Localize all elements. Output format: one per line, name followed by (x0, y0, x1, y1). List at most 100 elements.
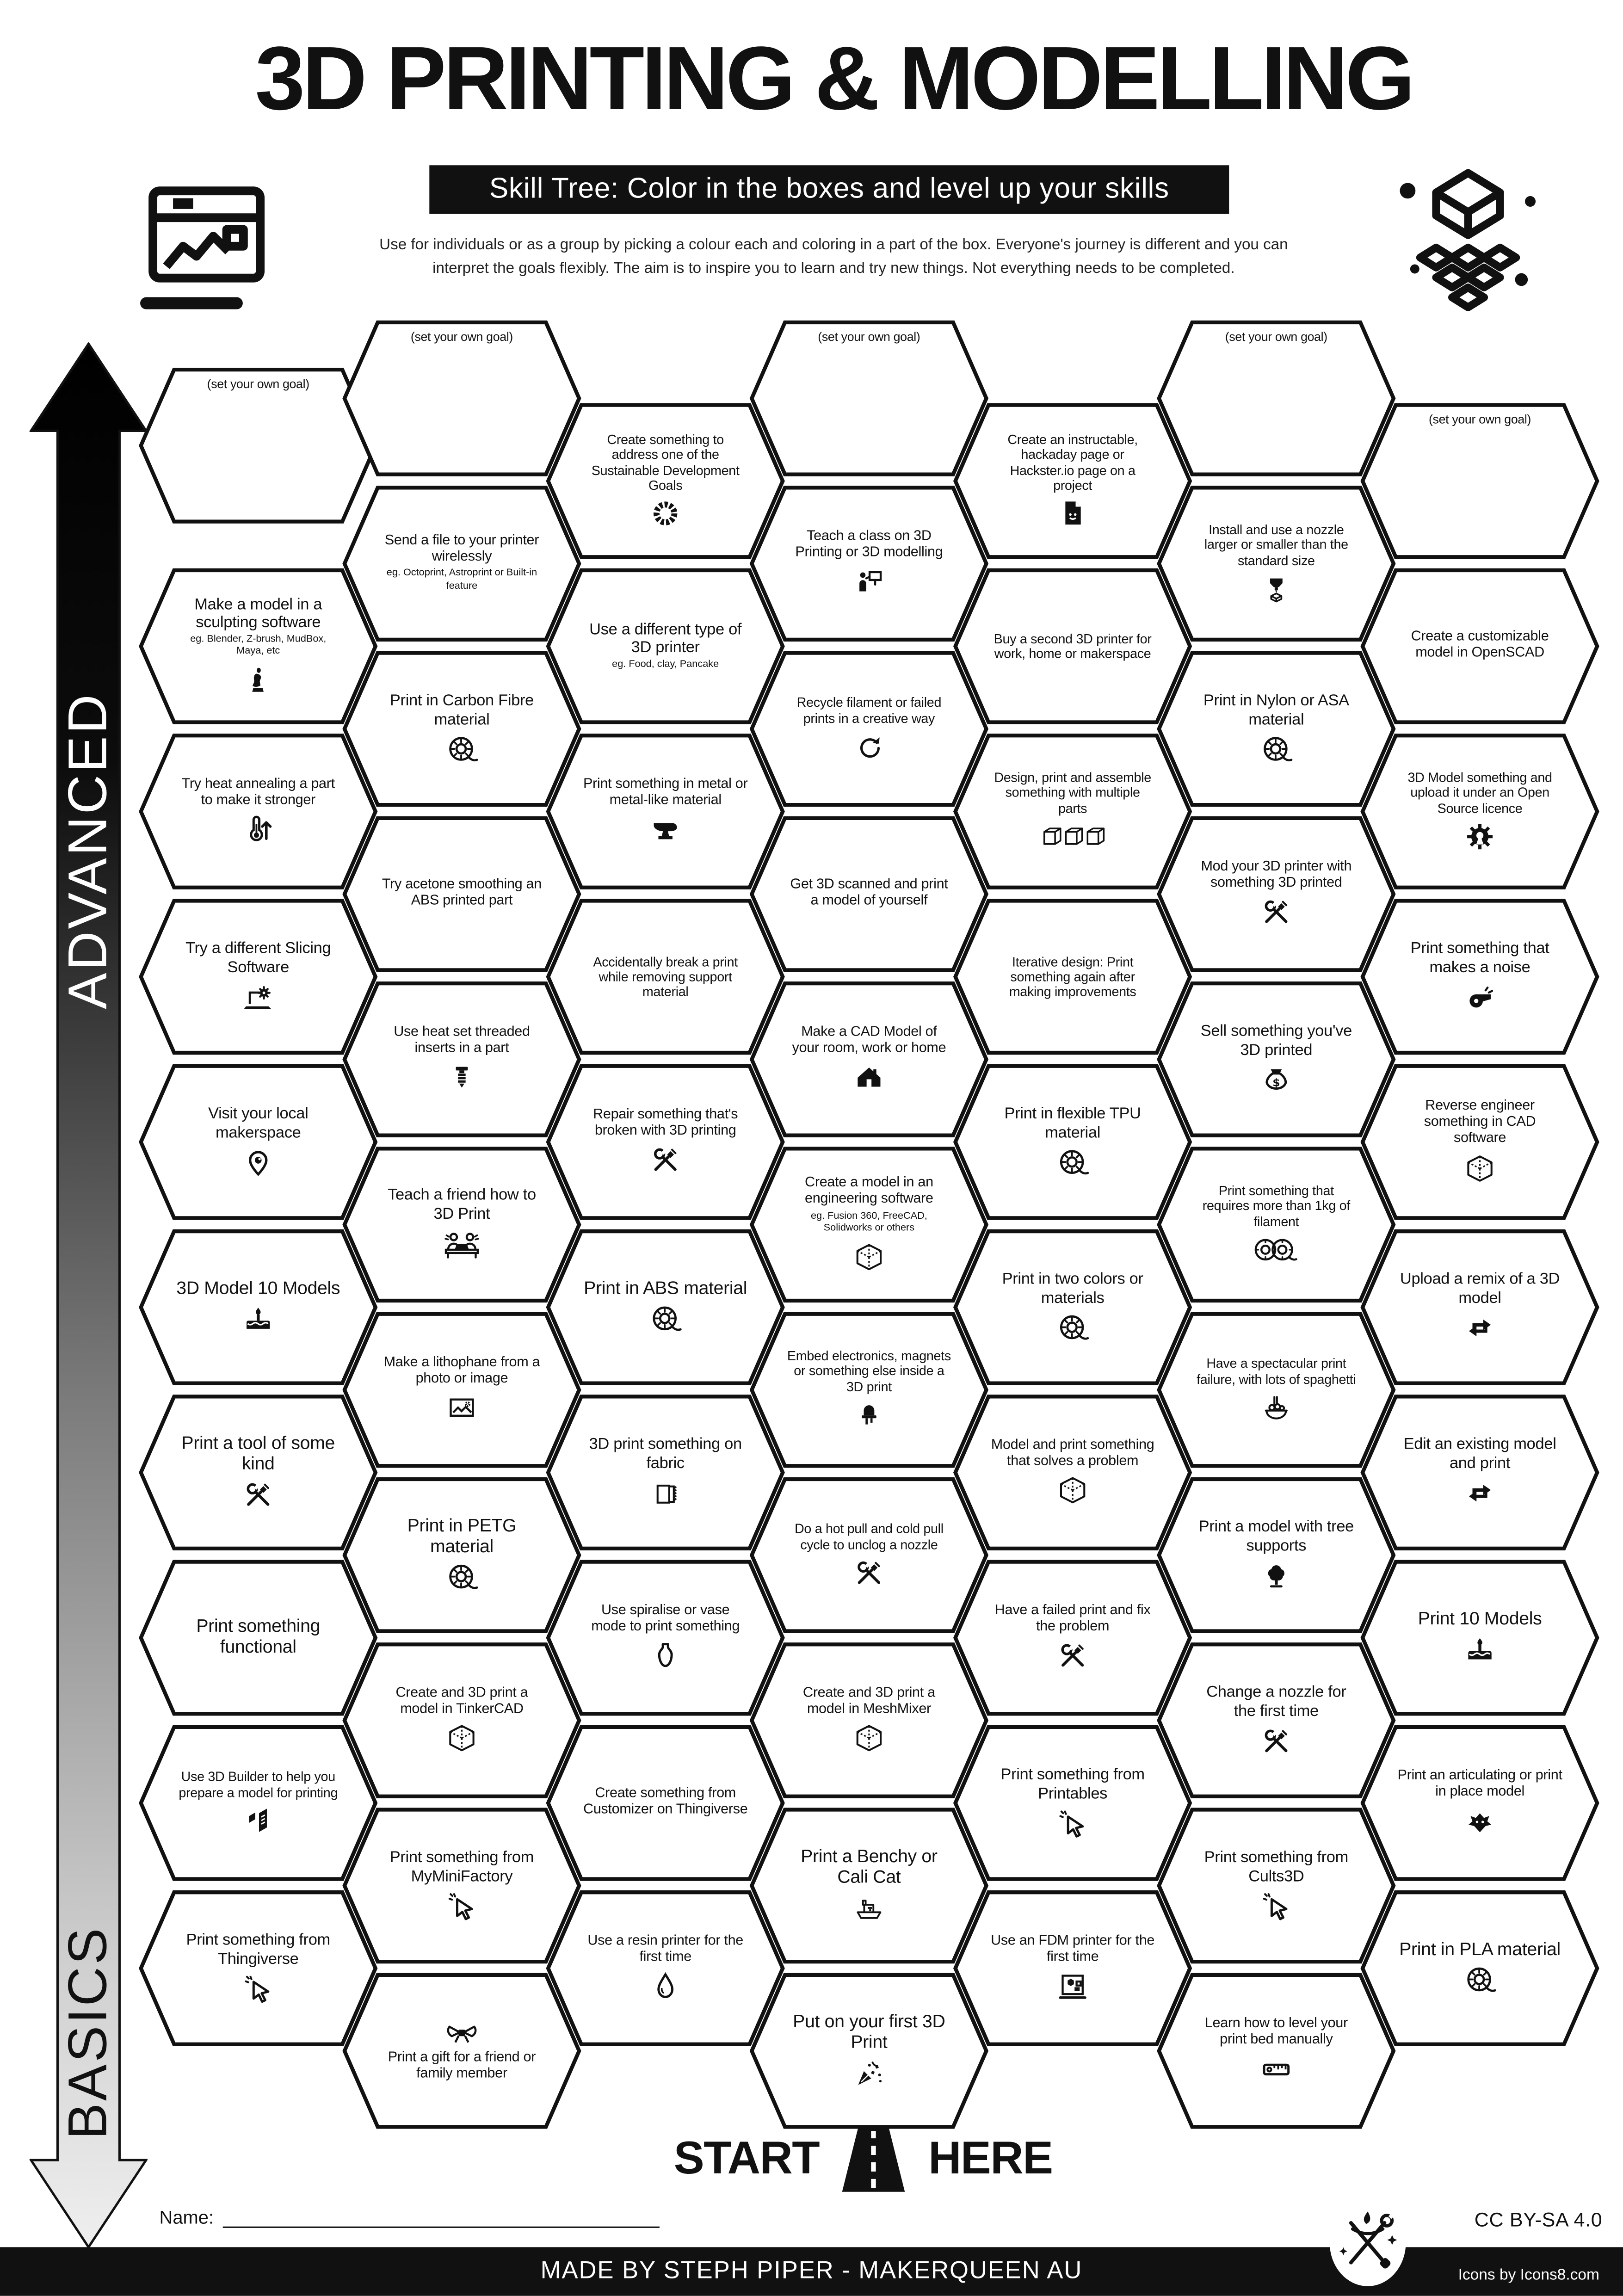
skill-hexagon[interactable]: Try a different Slicing Software (139, 899, 378, 1055)
hexagon-outline (342, 651, 581, 807)
remix-arrows-icon (1463, 1311, 1496, 1344)
skill-hexagon[interactable]: Print in ABS material (546, 1229, 785, 1385)
hexagon-outline (546, 734, 785, 889)
skill-hexagon[interactable]: Reverse engineer something in CAD softwa… (1360, 1064, 1599, 1220)
skill-hexagon[interactable]: Create a model in an engineering softwar… (749, 1147, 989, 1303)
hexagon-label: Print something from MyMiniFactory (389, 1849, 534, 1885)
skill-hexagon[interactable]: Get 3D scanned and print a model of your… (749, 816, 989, 972)
skill-hexagon[interactable]: Print in PETG material (342, 1477, 581, 1633)
skill-hexagon[interactable]: Make a CAD Model of your room, work or h… (749, 981, 989, 1137)
skill-hexagon[interactable]: Print in Carbon Fibre material (342, 651, 581, 807)
skill-hexagon[interactable]: Upload a remix of a 3D model (1360, 1229, 1599, 1385)
skill-hexagon[interactable]: Try heat annealing a part to make it str… (139, 733, 378, 889)
skill-hexagon[interactable]: Print something from Cults3D (1157, 1808, 1396, 1964)
skill-hexagon[interactable]: Iterative design: Print something again … (953, 899, 1192, 1055)
skill-hexagon[interactable]: Use a resin printer for the first time (546, 1890, 785, 2046)
skill-hexagon[interactable]: Print in flexible TPU material (953, 1064, 1192, 1220)
skill-hexagon[interactable]: Try acetone smoothing an ABS printed par… (342, 816, 581, 972)
hexagon-label: Have a spectacular print failure, with l… (1197, 1356, 1356, 1387)
skill-hexagon[interactable]: Learn how to level your print bed manual… (1157, 1973, 1396, 2129)
hexagon-label: Learn how to level your print bed manual… (1204, 2015, 1348, 2048)
page-title: 3D PRINTING & MODELLING (255, 28, 1415, 129)
skill-hexagon[interactable]: Use spiralise or vase mode to print some… (546, 1560, 785, 1716)
skill-hexagon[interactable]: Accidentally break a print while removin… (546, 899, 785, 1055)
skill-hexagon[interactable]: Do a hot pull and cold pull cycle to unc… (749, 1477, 989, 1633)
start-here: START HERE (590, 2122, 1136, 2196)
hexagon-outline (342, 1808, 581, 1964)
hexagon-label: Create a customizable model in OpenSCAD (1411, 629, 1549, 661)
skill-hexagon[interactable]: 3D Model something and upload it under a… (1360, 733, 1599, 889)
goal-hexagon[interactable]: (set your own goal) (1157, 320, 1396, 476)
hexagon-label: Teach a class on 3D Printing or 3D model… (795, 527, 943, 560)
skill-hexagon[interactable]: Model and print something that solves a … (953, 1395, 1192, 1551)
skill-hexagon[interactable]: Visit your local makerspace (139, 1064, 378, 1220)
skill-hexagon[interactable]: Create an instructable, hackaday page or… (953, 403, 1192, 559)
skill-hexagon[interactable]: Teach a class on 3D Printing or 3D model… (749, 486, 989, 642)
skill-hexagon[interactable]: Have a failed print and fix the problem (953, 1560, 1192, 1716)
skill-hexagon[interactable]: Print a model with tree supports (1157, 1477, 1396, 1633)
skill-hexagon[interactable]: Buy a second 3D printer for work, home o… (953, 568, 1192, 724)
skill-hexagon[interactable]: Print an articulating or print in place … (1360, 1725, 1599, 1881)
skill-hexagon[interactable]: Use 3D Builder to help you prepare a mod… (139, 1725, 378, 1881)
skill-hexagon[interactable]: Create something to address one of the S… (546, 403, 785, 559)
skill-hexagon[interactable]: Mod your 3D printer with something 3D pr… (1157, 816, 1396, 972)
goal-hexagon[interactable]: (set your own goal) (1360, 403, 1599, 559)
skill-hexagon[interactable]: 3D print something on fabric (546, 1395, 785, 1551)
skill-hexagon[interactable]: Print a tool of some kind (139, 1395, 378, 1551)
skill-hexagon[interactable]: Recycle filament or failed prints in a c… (749, 651, 989, 807)
skill-hexagon[interactable]: Print something functional (139, 1560, 378, 1716)
skill-hexagon[interactable]: Use heat set threaded inserts in a part (342, 981, 581, 1137)
goal-hexagon[interactable]: (set your own goal) (139, 367, 378, 524)
skill-hexagon[interactable]: Edit an existing model and print (1360, 1395, 1599, 1551)
skill-hexagon[interactable]: Change a nozzle for the first time (1157, 1642, 1396, 1798)
hexagon-outline (139, 1229, 378, 1385)
skill-hexagon[interactable]: Print a gift for a friend or family memb… (342, 1973, 581, 2129)
skill-hexagon[interactable]: Sell something you've 3D printed (1157, 981, 1396, 1137)
hexagon-label: Print an articulating or print in place … (1397, 1767, 1562, 1800)
hexagon-label: Make a lithophane from a photo or image (383, 1354, 540, 1387)
skill-hexagon[interactable]: Print something from Thingiverse (139, 1890, 378, 2046)
skill-hexagon[interactable]: Print something that requires more than … (1157, 1147, 1396, 1303)
skill-hexagon[interactable]: Print something from MyMiniFactory (342, 1808, 581, 1964)
skill-hexagon[interactable]: Print something from Printables (953, 1725, 1192, 1881)
teaching-pair-icon (440, 1227, 484, 1263)
skill-hexagon[interactable]: Print 10 Models (1360, 1560, 1599, 1716)
skill-hexagon[interactable]: Install and use a nozzle larger or small… (1157, 486, 1396, 642)
skill-hexagon[interactable]: Make a model in a sculpting software eg.… (139, 568, 378, 724)
hexagon-outline (139, 1890, 378, 2046)
skill-hexagon[interactable]: Print in Nylon or ASA material (1157, 651, 1396, 807)
sdg-wheel-icon (649, 497, 682, 529)
skill-hexagon[interactable]: Put on your first 3D Print (749, 1973, 989, 2129)
skill-hexagon[interactable]: Print a Benchy or Cali Cat (749, 1808, 989, 1964)
skill-hexagon[interactable]: Embed electronics, magnets or something … (749, 1312, 989, 1468)
skill-hexagon[interactable]: Use an FDM printer for the first time (953, 1890, 1192, 2046)
hexagon-label: Upload a remix of a 3D model (1400, 1271, 1560, 1307)
skill-hexagon[interactable]: Create something from Customizer on Thin… (546, 1725, 785, 1881)
goal-hexagon[interactable]: (set your own goal) (749, 320, 989, 476)
skill-hexagon[interactable]: Teach a friend how to 3D Print (342, 1147, 581, 1303)
skill-hexagon[interactable]: 3D Model 10 Models (139, 1229, 378, 1385)
skill-hexagon[interactable]: Design, print and assemble something wit… (953, 733, 1192, 889)
skill-hexagon[interactable]: Create a customizable model in OpenSCAD (1360, 568, 1599, 724)
hexagon-label: Use 3D Builder to help you prepare a mod… (179, 1769, 338, 1800)
hexagon-outline (1360, 1064, 1599, 1220)
skill-hexagon[interactable]: Use a different type of 3D printer eg. F… (546, 568, 785, 724)
hexagon-label: (set your own goal) (818, 329, 920, 344)
skill-hexagon[interactable]: Create and 3D print a model in MeshMixer (749, 1642, 989, 1798)
skill-hexagon[interactable]: Repair something that's broken with 3D p… (546, 1064, 785, 1220)
skill-hexagon[interactable]: Make a lithophane from a photo or image (342, 1312, 581, 1468)
hexagon-label: Print something from Cults3D (1204, 1849, 1349, 1885)
skill-hexagon[interactable]: Have a spectacular print failure, with l… (1157, 1312, 1396, 1468)
click-cursor-icon (1056, 1807, 1089, 1839)
skill-hexagon[interactable]: Print in PLA material (1360, 1890, 1599, 2046)
skill-hexagon[interactable]: Print in two colors or materials (953, 1229, 1192, 1385)
skill-hexagon[interactable]: Create and 3D print a model in TinkerCAD (342, 1642, 581, 1798)
skill-hexagon[interactable]: Print something that makes a noise (1360, 899, 1599, 1055)
hexagon-outline (139, 1064, 378, 1220)
hexagon-outline (1157, 486, 1396, 642)
hexagon-outline (139, 734, 378, 889)
skill-hexagon[interactable]: Print something in metal or metal-like m… (546, 733, 785, 889)
goal-hexagon[interactable]: (set your own goal) (342, 320, 581, 476)
name-input[interactable] (222, 2207, 660, 2228)
skill-hexagon[interactable]: Send a file to your printer wirelessly e… (342, 486, 581, 642)
